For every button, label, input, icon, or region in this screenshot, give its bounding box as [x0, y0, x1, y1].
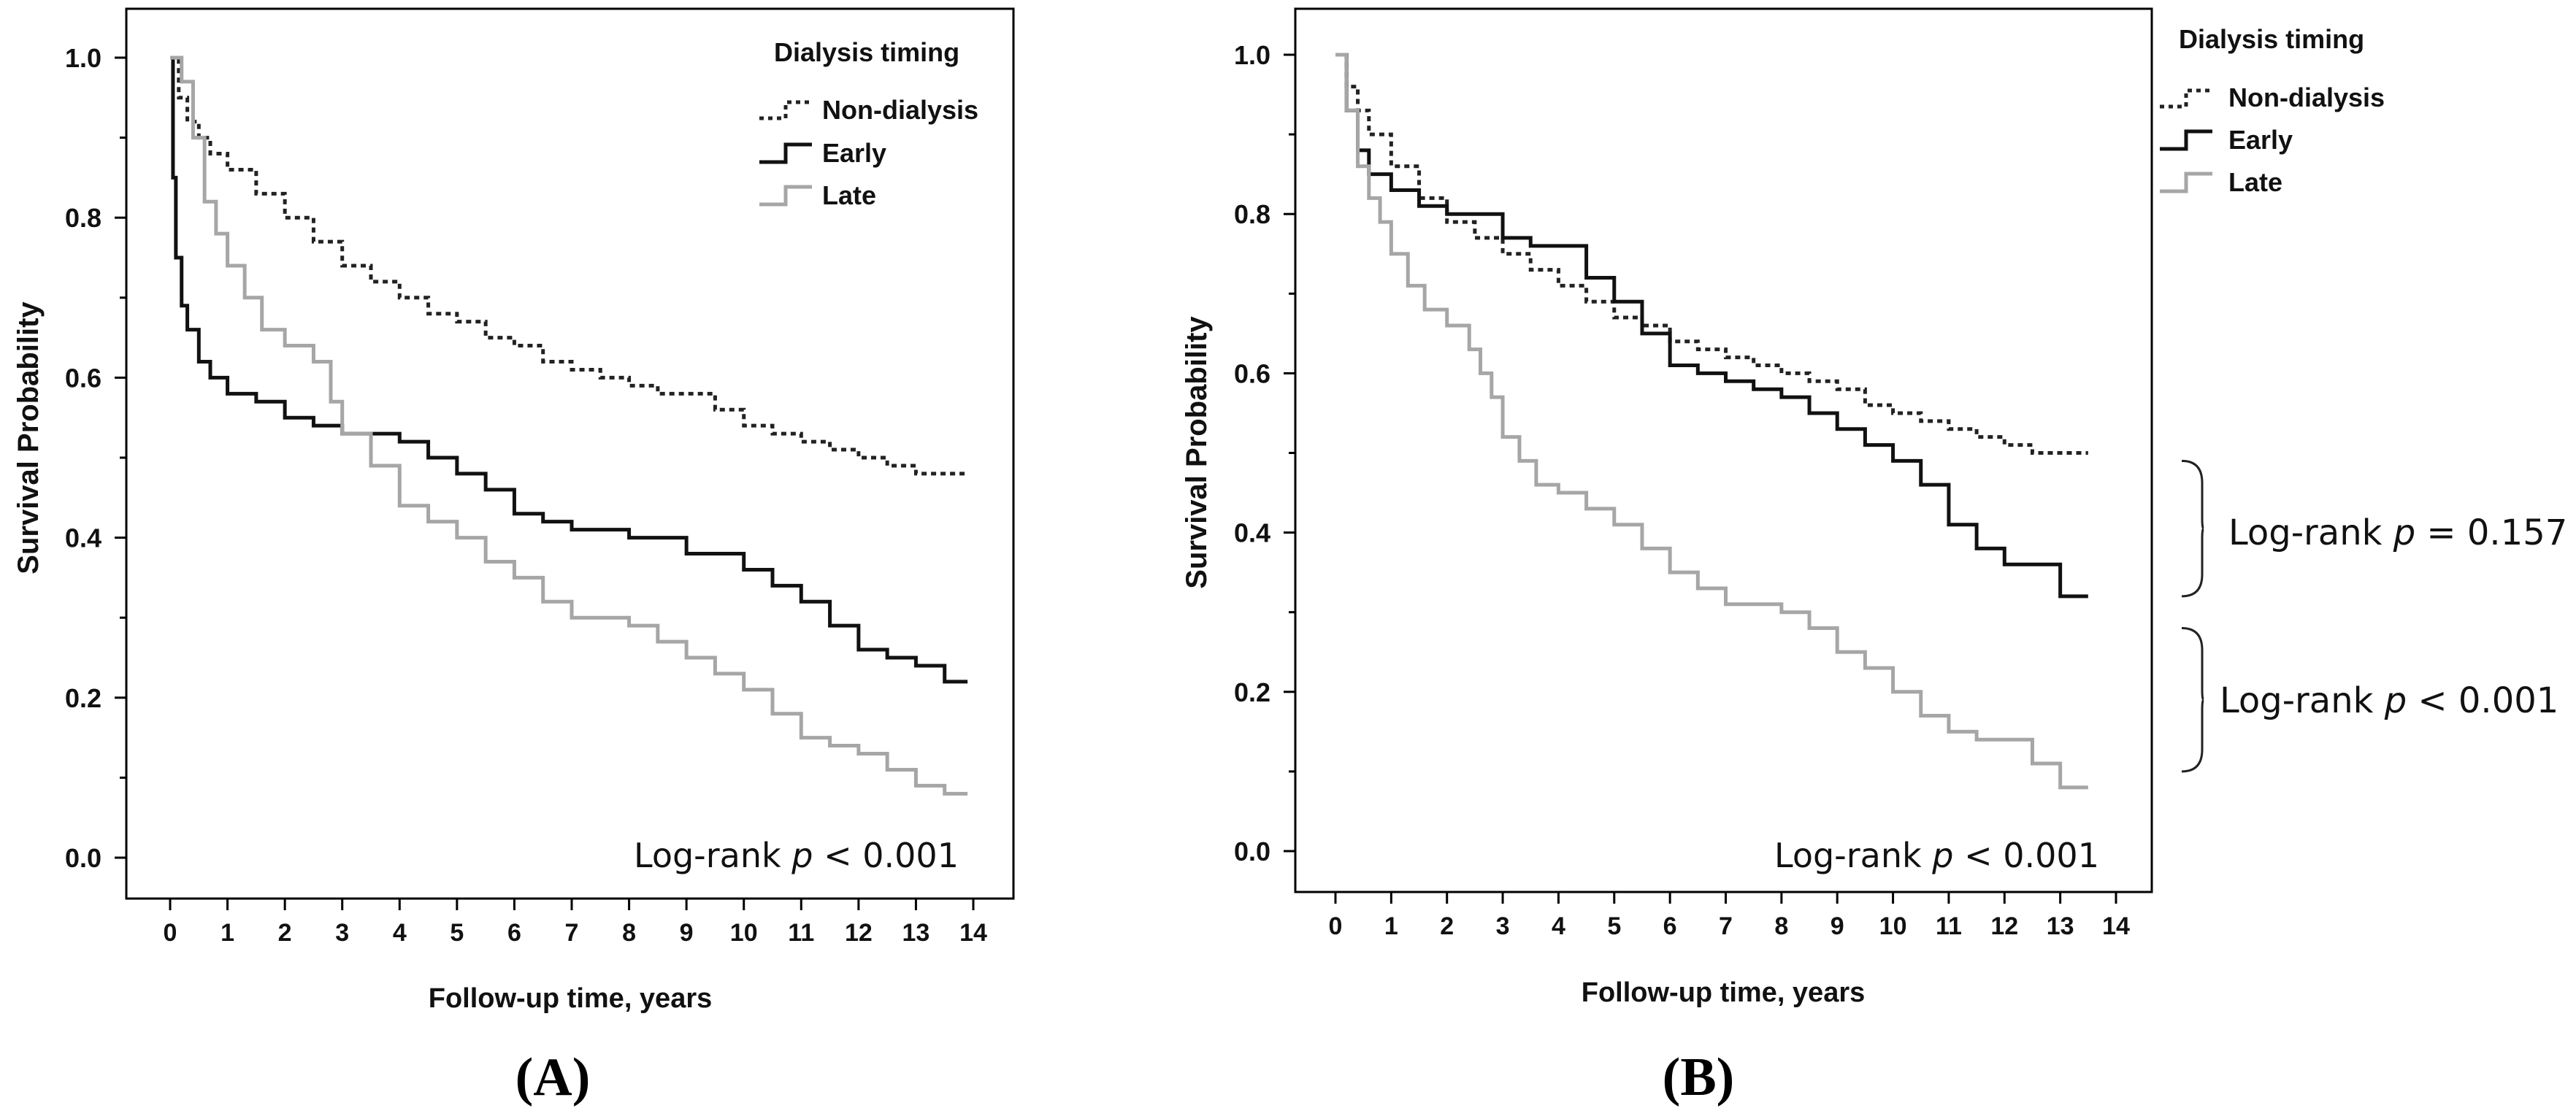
x-tick-label-b-11: 11 [1936, 912, 1962, 940]
x-axis-label-b: Follow-up time, years [1582, 977, 1866, 1008]
series-late-b [1335, 53, 2088, 790]
logrank-bracket-2-p: p [2384, 680, 2407, 721]
x-tick-label-b-5: 5 [1607, 912, 1621, 940]
logrank-suffix-a: < 0.001 [813, 836, 958, 875]
logrank-bracket-2-suffix: < 0.001 [2407, 680, 2558, 721]
y-tick-label-a-0: 0.0 [65, 843, 101, 873]
legend-label-non-dialysis-b: Non-dialysis [2228, 82, 2385, 112]
legend-b: Dialysis timing Non-dialysis Early Late [2160, 24, 2385, 197]
legend-label-late-a: Late [822, 180, 876, 210]
y-tick-label-a-5: 1.0 [65, 43, 101, 73]
x-tick-label-a-3: 3 [335, 919, 349, 947]
legend-label-early-b: Early [2228, 125, 2293, 155]
y-tick-label-a-2: 0.4 [65, 523, 101, 553]
x-tick-label-a-13: 13 [902, 919, 930, 947]
logrank-prefix-a: Log-rank [634, 836, 791, 875]
x-tick-label-b-8: 8 [1774, 912, 1788, 940]
y-tick-label-b-3: 0.6 [1234, 358, 1270, 388]
x-tick-label-a-4: 4 [393, 919, 407, 947]
series-early-b [1335, 53, 2088, 599]
x-tick-label-a-14: 14 [959, 919, 987, 947]
logrank-bracket-1-prefix: Log-rank [2228, 512, 2393, 553]
x-ticks-b: 0 1 2 3 4 5 6 7 8 9 10 11 12 13 14 [1329, 892, 2130, 940]
logrank-suffix-b: < 0.001 [1953, 836, 2098, 875]
series-non-dialysis-b [1335, 53, 2088, 455]
legend-label-early-a: Early [822, 138, 886, 168]
logrank-annotation-a: Log-rank p < 0.001 [634, 836, 959, 875]
x-tick-label-b-9: 9 [1831, 912, 1844, 940]
legend-label-late-b: Late [2228, 167, 2282, 197]
x-tick-label-a-10: 10 [730, 919, 758, 947]
x-tick-label-b-1: 1 [1384, 912, 1398, 940]
bracket-1 [2181, 459, 2204, 598]
x-tick-label-a-2: 2 [278, 919, 292, 947]
x-tick-label-a-7: 7 [565, 919, 579, 947]
x-tick-label-a-9: 9 [680, 919, 694, 947]
y-tick-label-a-1: 0.2 [65, 683, 101, 713]
series-group-b [1335, 53, 2088, 790]
legend-swatch-late-b [2160, 172, 2212, 193]
logrank-bracket-1-suffix: = 0.157 [2415, 512, 2567, 553]
logrank-annotation-b: Log-rank p < 0.001 [1774, 836, 2099, 875]
panel-b: 0.00.20.40.60.81.0 0 1 2 3 4 5 6 7 8 9 10 11 12 13 14 … [1181, 7, 2567, 1107]
x-tick-label-b-3: 3 [1496, 912, 1510, 940]
y-tick-label-b-5: 1.0 [1234, 40, 1270, 70]
x-tick-label-a-11: 11 [788, 919, 814, 947]
legend-title-b: Dialysis timing [2179, 24, 2364, 54]
y-tick-label-b-0: 0.0 [1234, 837, 1270, 866]
x-axis-label-a: Follow-up time, years [429, 983, 713, 1014]
panel-label-a: (A) [515, 1047, 591, 1107]
x-tick-label-b-0: 0 [1329, 912, 1343, 940]
x-tick-label-b-12: 12 [1990, 912, 2018, 940]
x-tick-label-a-6: 6 [507, 919, 521, 947]
x-tick-label-b-7: 7 [1719, 912, 1733, 940]
x-tick-label-a-1: 1 [221, 919, 234, 947]
x-tick-label-a-8: 8 [622, 919, 636, 947]
legend-swatch-early-a [759, 142, 812, 164]
y-axis-label-a: Survival Probability [12, 301, 45, 574]
y-ticks-a: 0.0 0.2 0.4 0.6 0.8 1.0 [65, 43, 126, 873]
legend-a: Dialysis timing Non-dialysis Early Late [759, 37, 978, 210]
logrank-bracket-1-p: p [2393, 512, 2415, 553]
x-tick-label-b-13: 13 [2047, 912, 2074, 940]
legend-swatch-non-dialysis-a [759, 100, 812, 120]
y-tick-label-a-4: 0.8 [65, 203, 101, 233]
x-tick-label-a-5: 5 [450, 919, 464, 947]
bracket-group-b [2181, 459, 2204, 773]
logrank-bracket-2-prefix: Log-rank [2220, 680, 2385, 721]
legend-swatch-non-dialysis-b [2160, 88, 2212, 109]
x-tick-label-a-12: 12 [845, 919, 873, 947]
bracket-2 [2181, 627, 2204, 773]
logrank-p-b: p [1931, 836, 1953, 875]
y-tick-label-b-1: 0.2 [1234, 677, 1270, 707]
x-tick-label-b-6: 6 [1663, 912, 1677, 940]
x-tick-label-b-2: 2 [1440, 912, 1454, 940]
y-tick-label-b-4: 0.8 [1234, 199, 1270, 229]
x-tick-label-b-10: 10 [1879, 912, 1907, 940]
logrank-bracket-1: Log-rank p = 0.157 [2228, 512, 2567, 553]
y-tick-label-b-2: 0.4 [1234, 518, 1270, 548]
series-group-a [170, 55, 968, 796]
logrank-p-a: p [791, 836, 813, 875]
legend-swatch-early-b [2160, 129, 2212, 151]
legend-swatch-late-a [759, 185, 812, 207]
y-axis-label-b: Survival Probability [1181, 316, 1213, 589]
x-tick-label-b-14: 14 [2102, 912, 2130, 940]
plot-frame-b [1294, 7, 2153, 893]
series-late-a [170, 55, 968, 796]
x-ticks-a: 0 1 2 3 4 5 6 7 8 9 10 11 12 13 14 [164, 899, 987, 947]
logrank-bracket-2: Log-rank p < 0.001 [2220, 680, 2558, 721]
y-ticks-b: 0.0 0.2 0.4 0.6 0.8 1.0 [1234, 40, 1295, 866]
legend-title-a: Dialysis timing [774, 37, 959, 67]
series-early-a [170, 55, 968, 684]
y-tick-label-a-3: 0.6 [65, 363, 101, 393]
panel-label-b: (B) [1663, 1047, 1735, 1107]
panel-a: 0.00.20.40.60.81.0 0 1 2 3 4 5 6 7 8 9 10 11 12 13 14 … [12, 7, 1015, 1107]
x-tick-label-b-4: 4 [1552, 912, 1565, 940]
logrank-prefix-b: Log-rank [1774, 836, 1932, 875]
legend-label-non-dialysis-a: Non-dialysis [822, 95, 978, 125]
series-non-dialysis-a [170, 55, 968, 476]
x-tick-label-a-0: 0 [164, 919, 177, 947]
